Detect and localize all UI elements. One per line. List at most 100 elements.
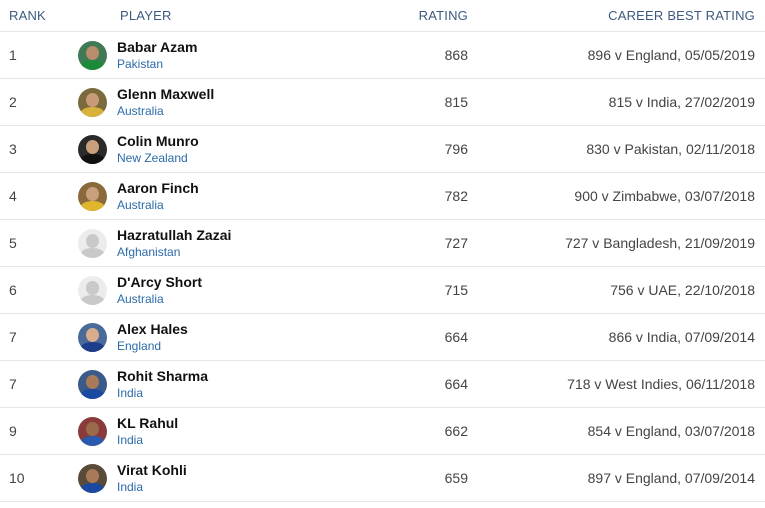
player-avatar (78, 40, 107, 70)
rank-cell: 7 (9, 376, 17, 392)
player-country: Afghanistan (117, 244, 181, 259)
rating-column-header[interactable]: RATING (418, 8, 468, 23)
rank-cell: 5 (9, 235, 17, 251)
table-row[interactable]: 4 Aaron Finch Australia 782 900 v Zimbabwe, … (0, 173, 765, 220)
avatar-body (80, 435, 105, 446)
player-name-link[interactable]: Babar Azam (117, 38, 198, 55)
player-name-link[interactable]: Virat Kohli (117, 461, 187, 478)
player-info: Aaron Finch Australia (117, 180, 199, 213)
player-cell: Babar Azam Pakistan (78, 39, 318, 72)
avatar-head (86, 186, 99, 201)
career-best-cell: 854 v England, 03/07/2018 (587, 423, 755, 439)
player-cell: Hazratullah Zazai Afghanistan (78, 227, 318, 260)
player-name-link[interactable]: Hazratullah Zazai (117, 226, 232, 243)
avatar-head (86, 45, 99, 60)
avatar-body (80, 106, 105, 117)
avatar-head (86, 327, 99, 342)
player-info: Colin Munro New Zealand (117, 133, 199, 166)
player-cell: Colin Munro New Zealand (78, 133, 318, 166)
player-name-link[interactable]: Colin Munro (117, 132, 199, 149)
player-country: Australia (117, 103, 164, 118)
player-info: D'Arcy Short Australia (117, 274, 202, 307)
player-cell: D'Arcy Short Australia (78, 274, 318, 307)
rank-cell: 3 (9, 141, 17, 157)
player-cell: Glenn Maxwell Australia (78, 86, 318, 119)
rank-cell: 9 (9, 423, 17, 439)
player-cell: KL Rahul India (78, 415, 318, 448)
player-info: Alex Hales England (117, 321, 188, 354)
placeholder-avatar-icon (78, 228, 107, 258)
avatar-head (86, 233, 99, 248)
avatar-head (86, 139, 99, 154)
player-cell: Aaron Finch Australia (78, 180, 318, 213)
avatar-body (80, 200, 105, 211)
career-best-cell: 718 v West Indies, 06/11/2018 (567, 376, 755, 392)
player-name-link[interactable]: Alex Hales (117, 320, 188, 337)
table-row[interactable]: 7 Rohit Sharma India 664 718 v West Indies, … (0, 361, 765, 408)
rating-cell: 662 (444, 423, 468, 439)
player-country: India (117, 385, 144, 400)
rating-cell: 727 (444, 235, 468, 251)
table-row[interactable]: 7 Alex Hales England 664 866 v India, 07/09/… (0, 314, 765, 361)
player-name-link[interactable]: Glenn Maxwell (117, 85, 215, 102)
table-row[interactable]: 1 Babar Azam Pakistan 868 896 v England, 05/… (0, 32, 765, 79)
rank-column-header[interactable]: RANK (9, 8, 46, 23)
rank-cell: 6 (9, 282, 17, 298)
career-best-cell: 756 v UAE, 22/10/2018 (610, 282, 755, 298)
table-row[interactable]: 5 Hazratullah Zazai Afghanistan 727 727 v Ba… (0, 220, 765, 267)
avatar-head (86, 280, 99, 295)
player-column-header[interactable]: PLAYER (120, 8, 172, 23)
table-row[interactable]: 10 Virat Kohli India 659 897 v England, 07/0… (0, 455, 765, 502)
rating-cell: 664 (444, 329, 468, 345)
player-info: Glenn Maxwell Australia (117, 86, 214, 119)
table-header: RANK PLAYER RATING CAREER BEST RATING (0, 0, 765, 32)
table-row[interactable]: 2 Glenn Maxwell Australia 815 815 v India, 2… (0, 79, 765, 126)
player-name-link[interactable]: KL Rahul (117, 414, 179, 431)
career-best-cell: 815 v India, 27/02/2019 (608, 94, 755, 110)
player-name-link[interactable]: Rohit Sharma (117, 367, 209, 384)
player-info: Babar Azam Pakistan (117, 39, 197, 72)
avatar-body (80, 482, 105, 493)
player-cell: Virat Kohli India (78, 462, 318, 495)
avatar-body (80, 388, 105, 399)
avatar-body (80, 153, 105, 164)
avatar-head (86, 468, 99, 483)
avatar-body (80, 294, 105, 305)
table-row[interactable]: 3 Colin Munro New Zealand 796 830 v Pakistan… (0, 126, 765, 173)
player-cell: Alex Hales England (78, 321, 318, 354)
career-best-cell: 896 v England, 05/05/2019 (587, 47, 755, 63)
player-avatar (78, 87, 107, 117)
player-info: KL Rahul India (117, 415, 178, 448)
table-body: 1 Babar Azam Pakistan 868 896 v England, 05/… (0, 32, 765, 502)
player-avatar (78, 134, 107, 164)
player-country: India (117, 479, 144, 494)
table-row[interactable]: 6 D'Arcy Short Australia 715 756 v UAE, 22/1… (0, 267, 765, 314)
table-row[interactable]: 9 KL Rahul India 662 854 v England, 03/07/20… (0, 408, 765, 455)
career-best-column-header[interactable]: CAREER BEST RATING (608, 8, 755, 23)
player-avatar (78, 322, 107, 352)
player-name-link[interactable]: D'Arcy Short (117, 273, 203, 290)
rank-cell: 7 (9, 329, 17, 345)
avatar-body (80, 341, 105, 352)
player-avatar (78, 463, 107, 493)
placeholder-avatar-icon (78, 275, 107, 305)
avatar-head (86, 374, 99, 389)
rank-cell: 10 (9, 470, 25, 486)
avatar-head (86, 92, 99, 107)
career-best-cell: 727 v Bangladesh, 21/09/2019 (565, 235, 755, 251)
rating-cell: 715 (444, 282, 468, 298)
player-info: Hazratullah Zazai Afghanistan (117, 227, 231, 260)
rank-cell: 2 (9, 94, 17, 110)
player-avatar (78, 181, 107, 211)
avatar-head (86, 421, 99, 436)
career-best-cell: 866 v India, 07/09/2014 (608, 329, 755, 345)
avatar-body (80, 247, 105, 258)
player-info: Rohit Sharma India (117, 368, 208, 401)
player-avatar (78, 416, 107, 446)
player-country: India (117, 432, 144, 447)
player-name-link[interactable]: Aaron Finch (117, 179, 199, 196)
rating-cell: 664 (444, 376, 468, 392)
rating-cell: 815 (444, 94, 468, 110)
player-country: England (117, 338, 162, 353)
